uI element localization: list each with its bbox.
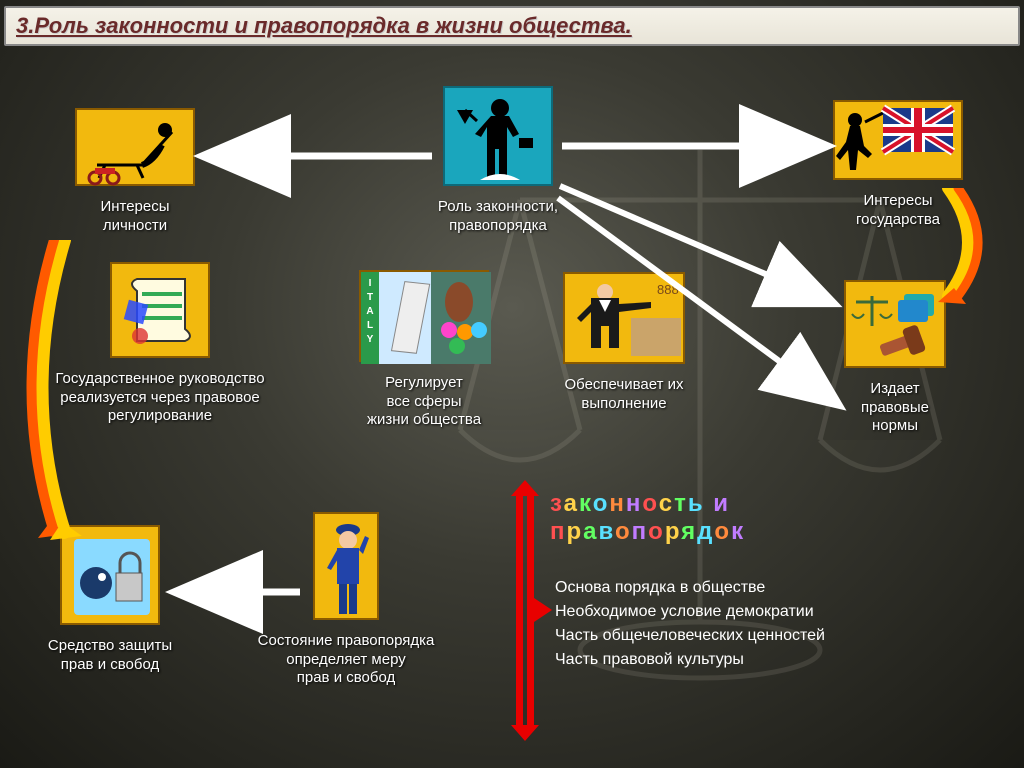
node-regulates: I T A L Y Регулирует все сферы жизни общ…	[324, 270, 524, 430]
shield-lock-icon	[60, 525, 160, 625]
lounger-icon	[75, 108, 195, 186]
bullet-item: Часть правовой культуры	[555, 648, 825, 672]
node-ensures: 888 Обеспечивает их выполнение	[524, 272, 724, 413]
issues-label: Издает правовые нормы	[800, 380, 990, 436]
red-arrowhead-down	[511, 725, 539, 741]
red-arrowhead-up	[511, 480, 539, 496]
red-divider-2	[527, 495, 534, 725]
conclusion-bullets: Основа порядка в обществеНеобходимое усл…	[555, 576, 825, 672]
rainbow-line-2: правопорядок	[550, 518, 745, 546]
ensures-label: Обеспечивает их выполнение	[524, 376, 724, 414]
slide-title: 3.Роль законности и правопорядка в жизни…	[16, 13, 632, 39]
red-divider	[516, 495, 523, 725]
bullet-item: Необходимое условие демократии	[555, 600, 825, 624]
node-police: Состояние правопорядка определяет меру п…	[236, 512, 456, 688]
police-officer-icon	[313, 512, 379, 620]
police-label: Состояние правопорядка определяет меру п…	[236, 632, 456, 688]
top-left-label: Интересы личности	[50, 198, 220, 236]
side-curve-left	[24, 240, 84, 540]
regulates-label: Регулирует все сферы жизни общества	[324, 374, 524, 430]
protection-label: Средство защиты прав и свобод	[20, 637, 200, 675]
lawyer-icon: 888	[563, 272, 685, 364]
svg-text:Y: Y	[367, 334, 374, 345]
svg-text:I: I	[369, 278, 372, 289]
italy-tower-icon: I T A L Y	[359, 270, 489, 362]
svg-text:T: T	[367, 292, 373, 303]
svg-text:888: 888	[657, 282, 679, 297]
svg-text:L: L	[367, 320, 373, 331]
title-bar: 3.Роль законности и правопорядка в жизни…	[4, 6, 1020, 46]
node-personal-interests: Интересы личности	[50, 108, 220, 235]
node-center: Роль законности, правопорядка	[398, 86, 598, 235]
center-label: Роль законности, правопорядка	[398, 198, 598, 236]
document-scroll-icon	[110, 262, 210, 358]
bullet-item: Основа порядка в обществе	[555, 576, 825, 600]
side-curve-right	[930, 188, 990, 308]
node-protection: Средство защиты прав и свобод	[20, 525, 200, 674]
rainbow-line-1: законность и	[550, 490, 745, 518]
bullet-item: Часть общечеловеческих ценностей	[555, 624, 825, 648]
flag-person-icon	[833, 100, 963, 180]
red-arrowhead-right	[534, 598, 552, 622]
rainbow-headline: законность и правопорядок	[550, 490, 745, 546]
svg-text:A: A	[366, 306, 373, 317]
justice-man-icon	[443, 86, 553, 186]
